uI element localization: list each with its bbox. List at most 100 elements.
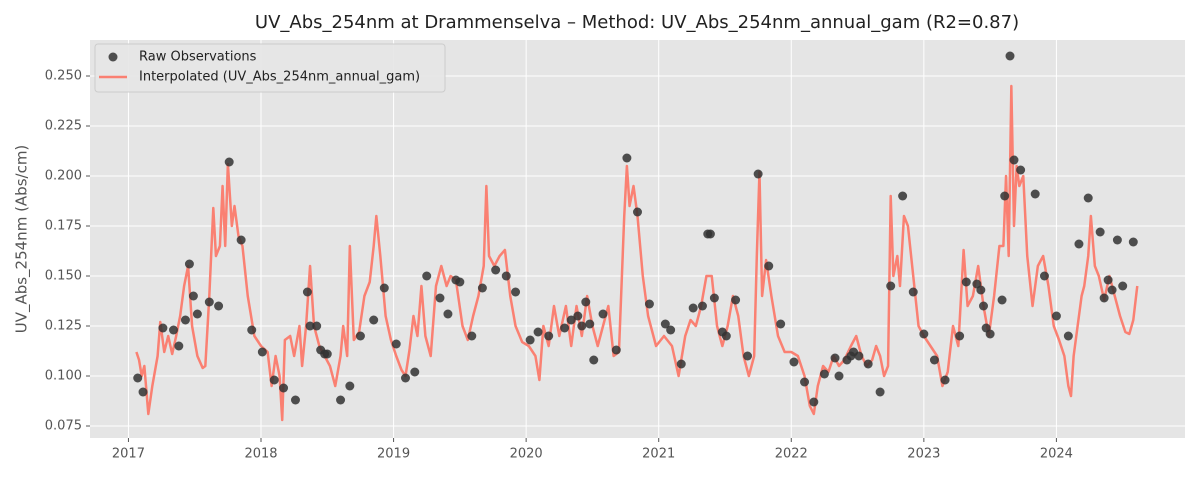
data-point <box>573 311 583 321</box>
data-point <box>622 153 632 163</box>
data-point <box>1095 227 1105 237</box>
data-point <box>204 297 214 307</box>
data-point <box>1005 51 1015 61</box>
data-point <box>666 325 676 335</box>
data-point <box>1016 165 1026 175</box>
data-point <box>978 301 988 311</box>
data-point <box>369 315 379 325</box>
data-point <box>585 319 595 329</box>
data-point <box>410 367 420 377</box>
data-point <box>863 359 873 369</box>
x-tick-label: 2024 <box>1040 447 1073 462</box>
data-point <box>764 261 774 271</box>
data-point <box>1083 193 1093 203</box>
data-point <box>1118 281 1128 291</box>
data-point <box>834 371 844 381</box>
data-point <box>184 259 194 269</box>
data-point <box>214 301 224 311</box>
data-point <box>1107 285 1117 295</box>
data-point <box>961 277 971 287</box>
data-point <box>819 369 829 379</box>
data-point <box>566 315 576 325</box>
data-point <box>336 395 346 405</box>
data-point <box>743 351 753 361</box>
data-point <box>560 323 570 333</box>
data-point <box>919 329 929 339</box>
data-point <box>611 345 621 355</box>
data-point <box>1009 155 1019 165</box>
data-point <box>1099 293 1109 303</box>
data-point <box>1039 271 1049 281</box>
data-point <box>1000 191 1010 201</box>
data-point <box>302 287 312 297</box>
data-point <box>345 381 355 391</box>
data-point <box>1030 189 1040 199</box>
data-point <box>1112 235 1122 245</box>
data-point <box>312 321 322 331</box>
data-point <box>985 329 995 339</box>
data-point <box>188 291 198 301</box>
legend-marker <box>108 52 118 62</box>
x-tick-label: 2019 <box>377 447 410 462</box>
data-point <box>830 353 840 363</box>
data-point <box>800 377 810 387</box>
data-point <box>660 319 670 329</box>
data-point <box>955 331 965 341</box>
data-point <box>257 347 267 357</box>
data-point <box>1051 311 1061 321</box>
x-tick-label: 2022 <box>775 447 808 462</box>
data-point <box>544 331 554 341</box>
data-point <box>511 287 521 297</box>
data-point <box>525 335 535 345</box>
data-point <box>169 325 179 335</box>
data-point <box>133 373 143 383</box>
x-tick-label: 2018 <box>244 447 277 462</box>
data-point <box>709 293 719 303</box>
chart-title: UV_Abs_254nm at Drammenselva – Method: U… <box>255 12 1019 33</box>
data-point <box>455 277 465 287</box>
data-point <box>391 339 401 349</box>
x-tick-label: 2020 <box>510 447 543 462</box>
data-point <box>753 169 763 179</box>
data-point <box>174 341 184 351</box>
data-point <box>305 321 315 331</box>
data-point <box>501 271 511 281</box>
data-point <box>697 301 707 311</box>
data-point <box>290 395 300 405</box>
data-point <box>644 299 654 309</box>
data-point <box>247 325 257 335</box>
x-tick-label: 2023 <box>907 447 940 462</box>
data-point <box>158 323 168 333</box>
data-point <box>355 331 365 341</box>
data-point <box>491 265 501 275</box>
data-point <box>854 351 864 361</box>
data-point <box>467 331 477 341</box>
data-point <box>688 303 698 313</box>
data-point <box>676 359 686 369</box>
y-tick-label: 0.225 <box>45 119 82 134</box>
data-point <box>422 271 432 281</box>
data-point <box>731 295 741 305</box>
data-point <box>1074 239 1084 249</box>
data-point <box>477 283 487 293</box>
marks <box>133 51 1139 422</box>
data-point <box>138 387 148 397</box>
data-point <box>577 321 587 331</box>
data-point <box>633 207 642 217</box>
legend-box <box>94 43 446 93</box>
data-point <box>705 229 715 239</box>
legend-label: Raw Observations <box>139 50 257 65</box>
x-tick-label: 2017 <box>112 447 145 462</box>
data-point <box>929 355 939 365</box>
y-tick-label: 0.250 <box>45 69 82 84</box>
data-point <box>589 355 599 365</box>
data-point <box>581 297 591 307</box>
data-point <box>269 375 279 385</box>
data-point <box>379 283 389 293</box>
data-point <box>598 309 608 319</box>
data-point <box>908 287 918 297</box>
y-tick-label: 0.150 <box>45 269 82 284</box>
legend: Raw Observations Interpolated (UV_Abs_254… <box>94 43 446 93</box>
data-point <box>940 375 950 385</box>
